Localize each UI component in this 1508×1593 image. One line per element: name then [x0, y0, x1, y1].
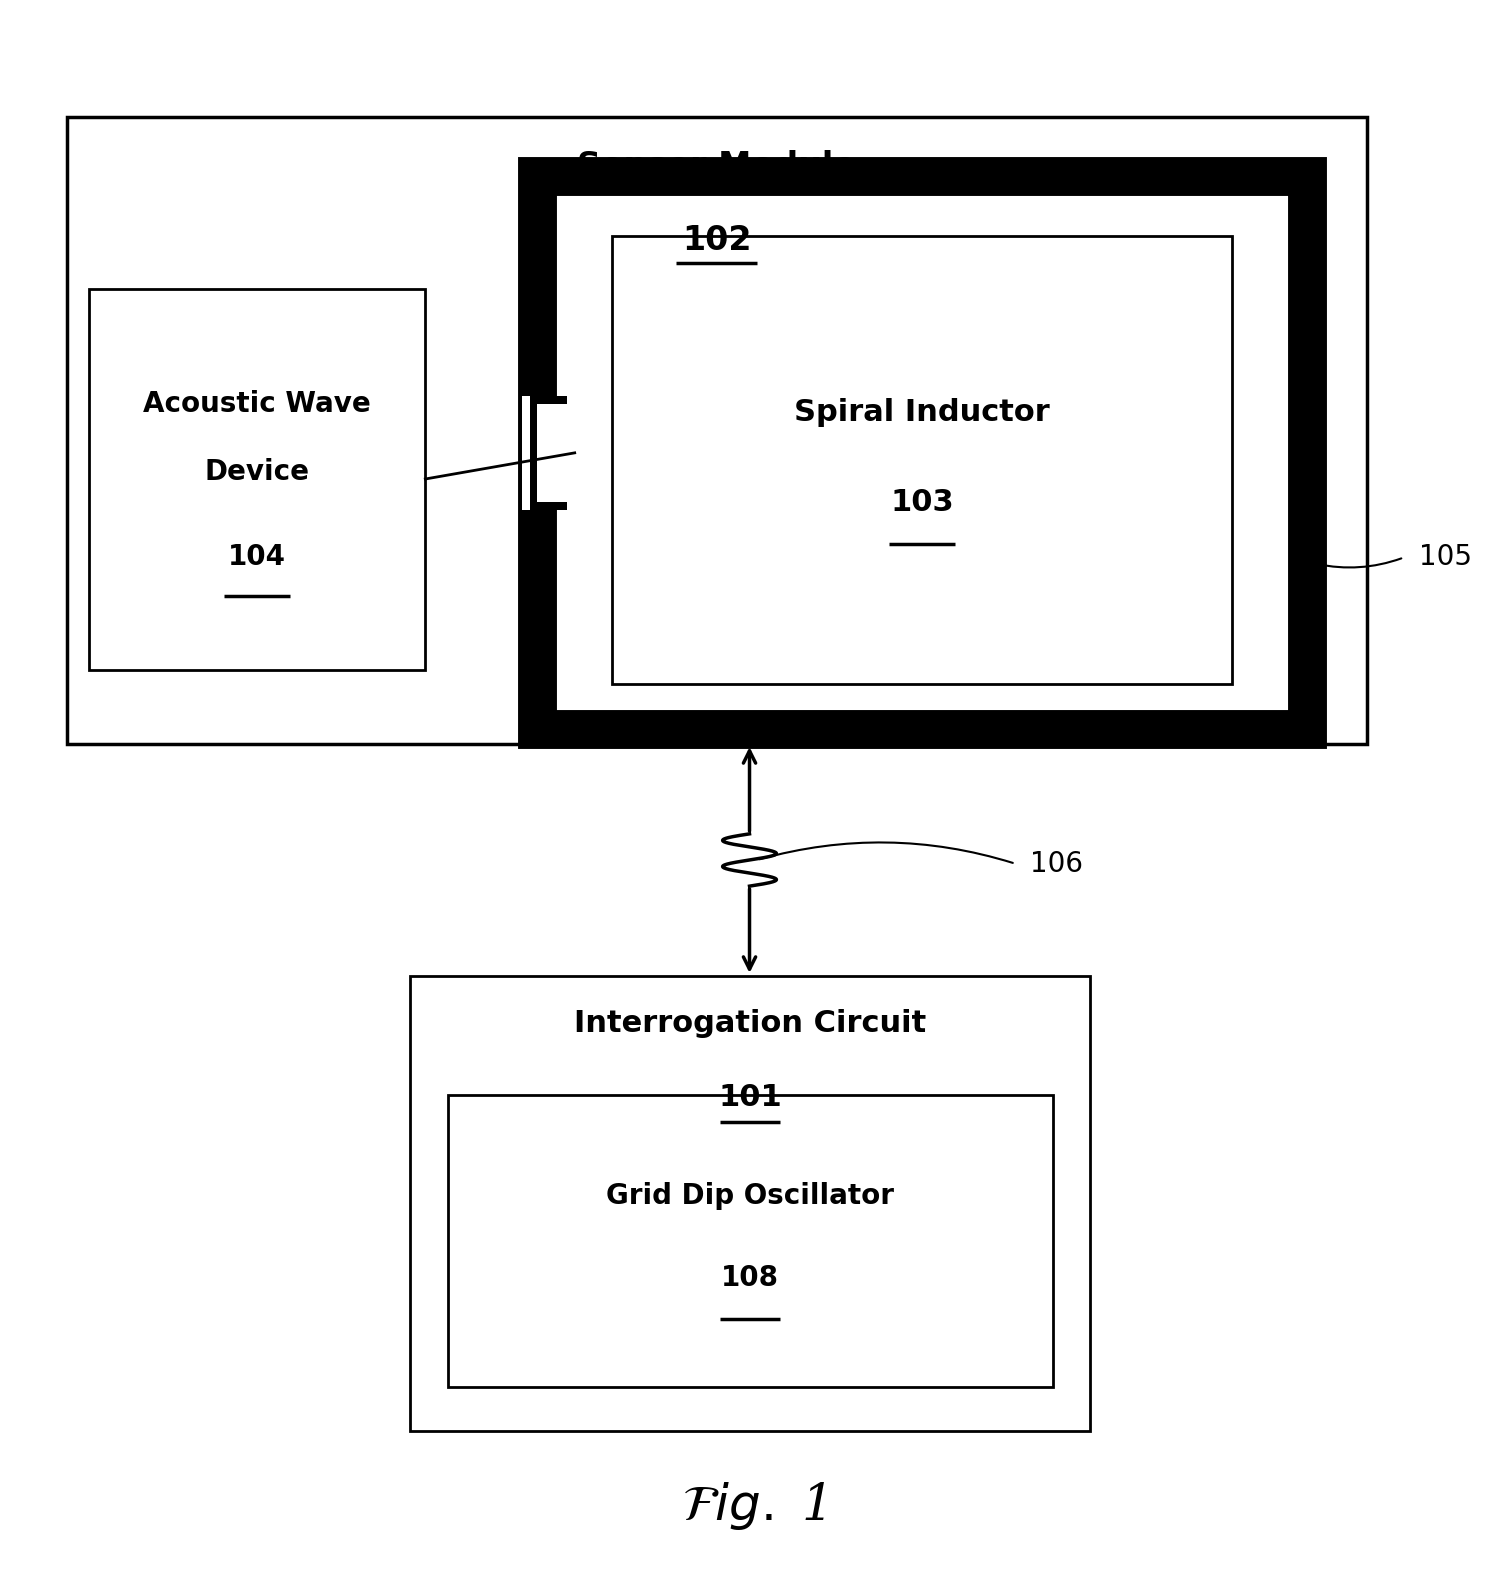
Text: 106: 106: [1030, 849, 1083, 878]
Bar: [89, 288, 425, 669]
Bar: [522, 397, 590, 510]
Text: 108: 108: [721, 1265, 780, 1292]
Bar: [410, 977, 1090, 1432]
Text: Spiral Inductor: Spiral Inductor: [795, 398, 1050, 427]
Bar: [612, 236, 1232, 685]
Text: Acoustic Wave: Acoustic Wave: [143, 390, 371, 419]
Text: Device: Device: [205, 457, 309, 486]
Text: $\mathcal{F}$$\it{ig.}$ 1: $\mathcal{F}$$\it{ig.}$ 1: [682, 1480, 826, 1532]
Bar: [537, 403, 567, 502]
Text: 101: 101: [718, 1083, 783, 1112]
Text: Grid Dip Oscillator: Grid Dip Oscillator: [606, 1182, 894, 1211]
Bar: [529, 397, 567, 510]
Text: 105: 105: [1419, 543, 1472, 572]
Text: 103: 103: [890, 487, 955, 516]
Text: 104: 104: [228, 543, 287, 570]
Bar: [448, 1096, 1053, 1386]
Text: Sensor Module: Sensor Module: [578, 150, 857, 183]
Bar: [66, 116, 1366, 744]
Bar: [537, 177, 1307, 730]
Text: 102: 102: [682, 225, 751, 256]
Text: Interrogation Circuit: Interrogation Circuit: [575, 1008, 926, 1037]
